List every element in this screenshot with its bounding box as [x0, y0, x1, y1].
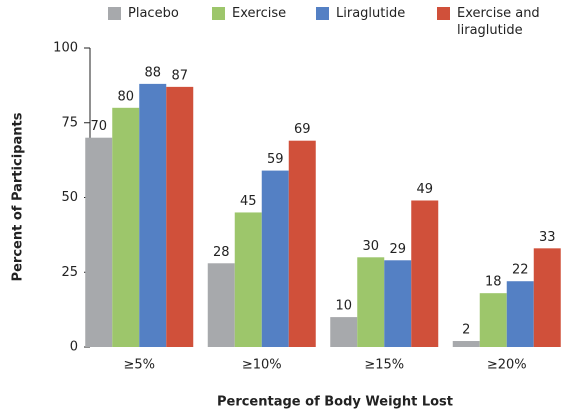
data-label: 70: [90, 119, 107, 134]
legend-item: Placebo: [108, 5, 179, 22]
legend-label: Exercise: [232, 6, 287, 21]
y-tick-label: 100: [53, 41, 78, 56]
legend: Placebo Exercise Liraglutide Exercise and l…: [0, 0, 585, 50]
data-label: 29: [389, 242, 406, 257]
y-tick-label: 0: [70, 340, 78, 355]
legend-item: Liraglutide: [316, 5, 405, 22]
bar: [384, 260, 412, 347]
x-tick-label: ≥20%: [487, 358, 527, 373]
legend-swatch: [316, 7, 329, 20]
legend-swatch: [212, 7, 225, 20]
bar: [411, 200, 439, 347]
y-axis-title: Percent of Participants: [11, 112, 26, 281]
data-label: 87: [171, 68, 188, 83]
legend-swatch: [437, 7, 450, 20]
bar: [288, 140, 316, 347]
data-label: 59: [267, 152, 284, 167]
bar: [479, 293, 507, 347]
bar: [139, 83, 167, 347]
legend-swatch: [108, 7, 121, 20]
y-tick-label: 25: [61, 265, 78, 280]
data-label: 2: [462, 323, 470, 338]
y-tick-label: 50: [61, 190, 78, 205]
x-tick-label: ≥5%: [123, 358, 155, 373]
data-label: 80: [117, 89, 134, 104]
x-tick-label: ≥15%: [364, 358, 404, 373]
bar: [506, 281, 534, 347]
bar: [261, 170, 289, 347]
data-label: 18: [485, 275, 502, 290]
legend-item: Exercise: [212, 5, 286, 22]
bar: [112, 107, 140, 347]
data-label: 33: [539, 230, 556, 245]
bar: [85, 137, 113, 347]
data-label: 22: [512, 263, 529, 278]
x-tick-label: ≥10%: [242, 358, 282, 373]
data-label: 69: [294, 122, 311, 137]
legend-label: Exercise and liraglutide: [457, 6, 540, 38]
bar: [533, 248, 561, 347]
data-label: 30: [362, 239, 379, 254]
y-tick-label: 75: [61, 115, 78, 130]
bar: [452, 341, 480, 347]
x-axis-title: Percentage of Body Weight Lost: [217, 395, 453, 410]
bar: [207, 263, 235, 347]
bar: [166, 86, 194, 348]
bar: [357, 257, 385, 347]
bar: [234, 212, 262, 347]
legend-label: Liraglutide: [336, 6, 406, 21]
data-label: 88: [144, 65, 161, 80]
legend-label: Placebo: [128, 6, 179, 21]
data-label: 28: [213, 245, 230, 260]
bar: [330, 317, 358, 347]
legend-item: Exercise and liraglutide: [437, 5, 567, 39]
data-label: 49: [416, 182, 433, 197]
data-label: 10: [335, 299, 352, 314]
data-label: 45: [240, 194, 257, 209]
